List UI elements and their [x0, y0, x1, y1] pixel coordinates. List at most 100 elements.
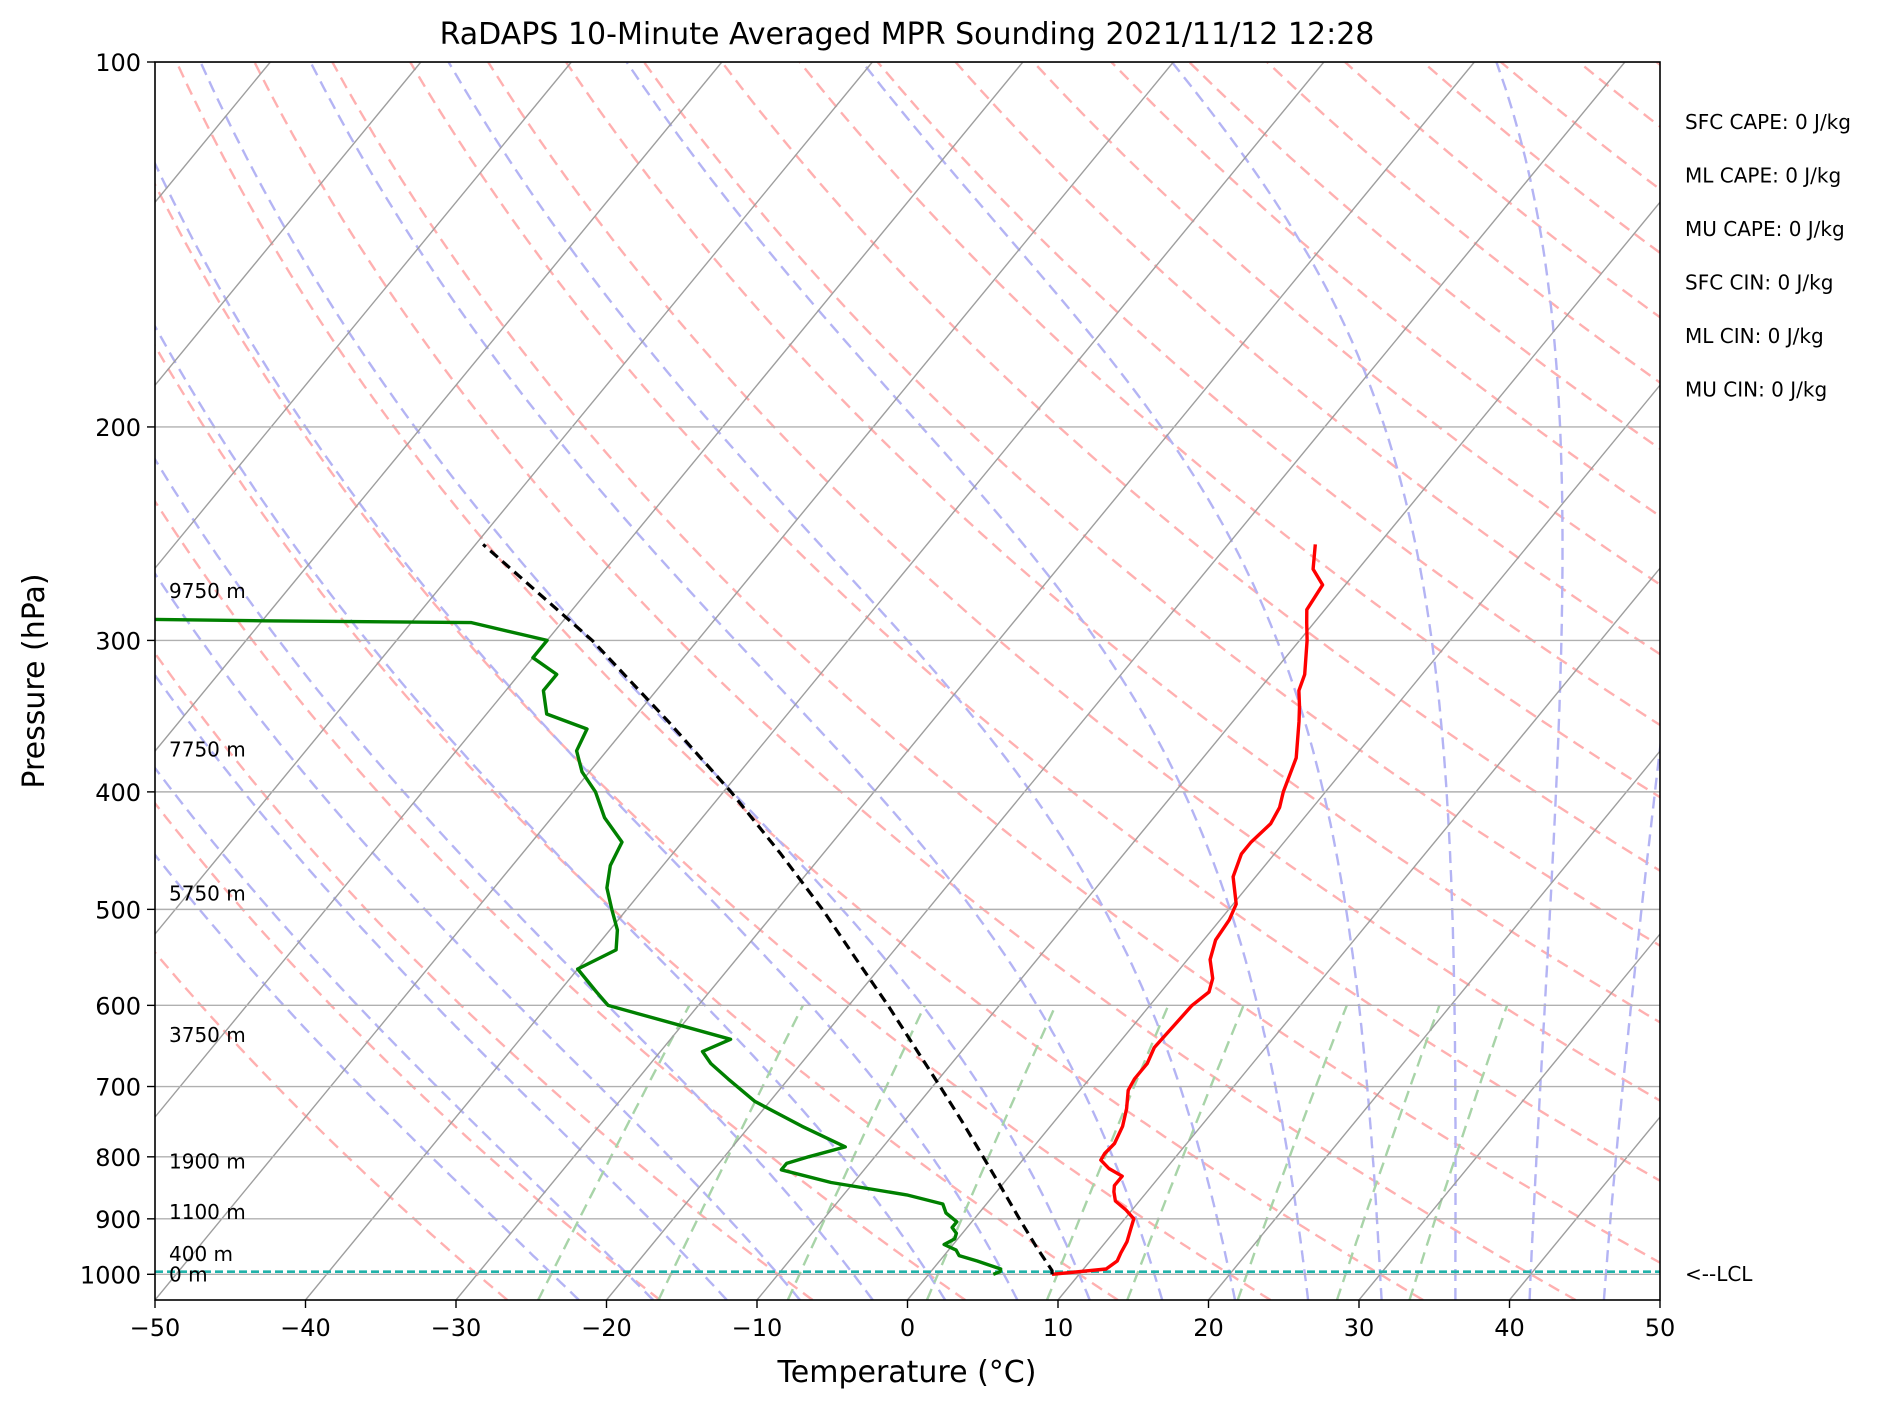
dry-adiabat-line: [409, 62, 1660, 1183]
moist-adiabat-line: [155, 160, 1019, 1300]
x-tick-label: −50: [130, 1314, 181, 1342]
y-tick-label: 800: [95, 1144, 141, 1172]
y-axis-title: Pressure (hPa): [17, 573, 52, 788]
moist-adiabat-line: [1170, 62, 1457, 1300]
stability-index: SFC CIN: 0 J/kg: [1685, 271, 1833, 295]
y-tick-label: 900: [95, 1206, 141, 1234]
moist-adiabat-line: [199, 62, 1091, 1300]
y-tick-label: 1000: [80, 1261, 141, 1289]
x-tick-label: 10: [1043, 1314, 1074, 1342]
moist-adiabat-line: [155, 766, 655, 1300]
x-tick-label: 0: [900, 1314, 915, 1342]
mixing-ratio-line: [925, 1004, 1057, 1300]
height-label: 7750 m: [169, 737, 246, 761]
x-tick-label: −10: [732, 1314, 783, 1342]
x-axis: −50 −40 −30 −20 −10 0 10 20 30 40 50: [130, 1300, 1676, 1342]
moist-adiabat-line: [625, 62, 1310, 1300]
sounding-profiles: [155, 543, 1325, 1276]
mixing-ratio-line: [786, 1004, 926, 1300]
dry-adiabat-line: [642, 62, 1660, 948]
isotherm-line: [155, 62, 1174, 1300]
y-tick-label: 100: [95, 49, 141, 77]
height-label: 1900 m: [169, 1149, 246, 1173]
temperature-line: [1051, 544, 1325, 1276]
isotherm-line: [605, 62, 1626, 1300]
dry-adiabat-line: [487, 62, 1660, 1103]
dry-adiabat-line: [1032, 62, 1660, 586]
moist-adiabat-line: [861, 62, 1383, 1300]
y-tick-label: 200: [95, 414, 141, 442]
dry-adiabat-line: [1812, 62, 1882, 1300]
height-label: 3750 m: [169, 1023, 246, 1047]
mixing-ratio-line: [1335, 1004, 1441, 1300]
isotherm-line: [1207, 750, 1660, 1300]
isotherm-line: [155, 62, 873, 936]
x-tick-label: 40: [1494, 1314, 1525, 1342]
dry-adiabat-line: [876, 62, 1660, 727]
mixing-ratio-line: [657, 1004, 804, 1300]
moist-adiabat-line: [447, 62, 1237, 1300]
dry-adiabat-line: [565, 62, 1660, 1024]
isotherm-line: [756, 201, 1660, 1300]
mixing-ratio-line: [537, 1004, 691, 1300]
y-tick-label: 600: [95, 992, 141, 1020]
x-tick-label: −30: [431, 1314, 482, 1342]
x-tick-label: 20: [1193, 1314, 1224, 1342]
isotherm-line: [1659, 1298, 1660, 1300]
moist-adiabat-line: [1602, 738, 1660, 1300]
stability-index: ML CAPE: 0 J/kg: [1685, 164, 1841, 188]
isotherm-line: [155, 62, 422, 387]
isotherm-line: [1811, 62, 1882, 1300]
stability-index: SFC CAPE: 0 J/kg: [1685, 110, 1851, 134]
isotherm-line: [1057, 567, 1660, 1300]
dry-adiabat-line: [155, 801, 661, 1300]
isotherm-line: [155, 62, 572, 570]
isotherm-line: [455, 62, 1475, 1300]
stability-index: MU CAPE: 0 J/kg: [1685, 217, 1845, 241]
moist-adiabat-line: [155, 673, 728, 1300]
dry-adiabat-line: [155, 343, 1119, 1300]
thermodynamic-background-lines: [155, 62, 1882, 1300]
dry-adiabat-line: [798, 62, 1660, 799]
moist-adiabat-line: [155, 323, 947, 1300]
x-tick-label: −20: [581, 1314, 632, 1342]
moist-adiabat-line: [155, 457, 874, 1300]
pressure-gridlines: [155, 62, 1882, 1300]
x-axis-title: Temperature (°C): [777, 1355, 1037, 1390]
x-tick-label: 50: [1645, 1314, 1676, 1342]
height-label: 1100 m: [169, 1200, 246, 1224]
mixing-ratio-line: [1126, 1004, 1245, 1300]
height-label: 5750 m: [169, 881, 246, 905]
parcel-profile-line: [482, 543, 1054, 1275]
dry-adiabat-line: [253, 62, 1577, 1300]
lcl-label: <--LCL: [1685, 1262, 1753, 1286]
isotherm-line: [304, 62, 1325, 1300]
y-tick-label: 700: [95, 1074, 141, 1102]
dry-adiabat-line: [1655, 62, 1660, 67]
y-tick-label: 500: [95, 896, 141, 924]
dewpoint-line: [155, 617, 1003, 1276]
moist-adiabat-line: [155, 852, 580, 1300]
stability-indices: SFC CAPE: 0 J/kg ML CAPE: 0 J/kg MU CAPE: …: [1685, 110, 1851, 402]
y-tick-label: 400: [95, 779, 141, 807]
chart-title: RaDAPS 10-Minute Averaged MPR Sounding 2…: [440, 17, 1375, 52]
isotherm-line: [1358, 932, 1660, 1300]
isotherm-line: [155, 62, 723, 753]
isotherm-line: [155, 62, 1024, 1119]
stability-index: ML CIN: 0 J/kg: [1685, 324, 1824, 348]
height-label: 9750 m: [169, 579, 246, 603]
moist-adiabat-line: [309, 62, 1164, 1300]
moist-adiabat-line: [155, 571, 801, 1300]
x-tick-label: 30: [1344, 1314, 1375, 1342]
dry-adiabat-line: [1735, 62, 1882, 1300]
plot-area: [155, 62, 1660, 1300]
isotherm-line: [906, 384, 1660, 1300]
height-label: 400 m: [169, 1242, 233, 1266]
mixing-ratio-line: [1236, 1004, 1348, 1300]
x-tick-label: −40: [280, 1314, 331, 1342]
dry-adiabat-line: [155, 499, 966, 1300]
moist-adiabat-line: [1495, 62, 1564, 1300]
height-label: 0 m: [169, 1262, 208, 1286]
dry-adiabat-line: [175, 62, 1424, 1300]
